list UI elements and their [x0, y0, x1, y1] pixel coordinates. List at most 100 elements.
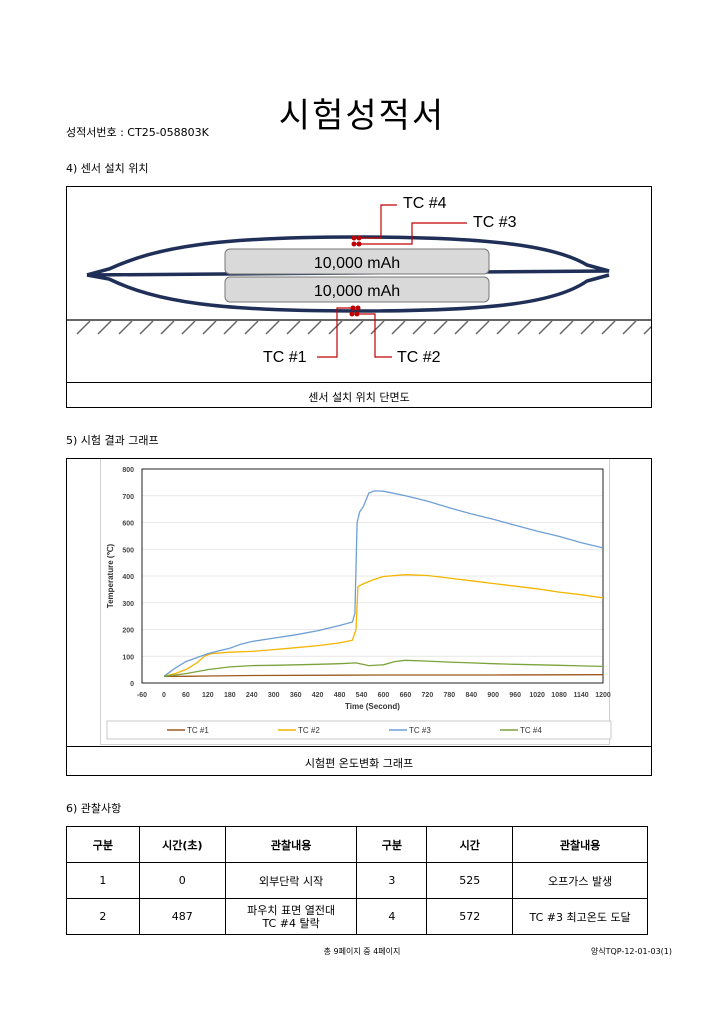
table-cell: TC #3 최고온도 도달 [512, 898, 648, 935]
document-number: 성적서번호 : CT25-058803K [66, 126, 209, 139]
series-line-tc4 [163, 659, 604, 677]
y-tick-label: 400 [122, 574, 134, 581]
hatch-line [580, 320, 595, 335]
hatch-line [223, 320, 238, 335]
cell-label-top: 10,000 mAh [314, 255, 400, 272]
hatch-line [538, 320, 553, 335]
hatch-line [454, 320, 469, 335]
tc3-label: TC #3 [473, 214, 517, 231]
hatch-line [76, 320, 91, 335]
y-tick-label: 700 [122, 494, 134, 501]
hatch-line [475, 320, 490, 335]
y-tick-label: 600 [122, 521, 134, 528]
legend-box [106, 720, 612, 740]
hatch-line [370, 320, 385, 335]
tc2-label: TC #2 [397, 349, 441, 366]
cell-label-bottom: 10,000 mAh [314, 283, 400, 300]
series-line-tc1 [164, 674, 604, 677]
hatch-line [202, 320, 217, 335]
hatch-line [139, 320, 154, 335]
hatch-line [433, 320, 448, 335]
y-tick-label: 200 [122, 628, 134, 635]
table-cell: 572 [426, 898, 514, 935]
x-tick-label: 1080 [551, 692, 567, 699]
hatch-line [307, 320, 322, 335]
sensor-diagram-box: 10,000 mAh 10,000 mAh TC #4 TC #3 TC #1 … [66, 186, 652, 408]
tc4-label: TC #4 [403, 195, 447, 212]
chart-caption: 시험편 온도변화 그래프 [304, 757, 414, 770]
hatch-line [496, 320, 511, 335]
x-tick-label: 840 [465, 692, 477, 699]
x-tick-label: 0 [162, 692, 166, 699]
hatch-line [244, 320, 259, 335]
series-line-tc2 [163, 574, 604, 677]
y-tick-label: 800 [122, 467, 134, 474]
chart-frame [100, 459, 610, 745]
hatch-line [622, 320, 637, 335]
hatch-line [643, 325, 651, 335]
x-tick-label: 240 [246, 692, 258, 699]
table-header-row: 구분 시간(초) 관찰내용 구분 시간 관찰내용 [66, 826, 648, 863]
x-tick-label: -60 [137, 692, 147, 699]
page-title: 시험성적서 [278, 96, 446, 136]
tc1-label: TC #1 [263, 349, 307, 366]
section-6-heading: 6) 관찰사항 [66, 802, 122, 815]
table-cell: 외부단락 시작 [224, 862, 358, 899]
hatch-line [328, 320, 343, 335]
col-header: 구분 [356, 826, 428, 863]
plot-area [141, 468, 604, 684]
table-cell: 0 [138, 862, 226, 899]
diagram-caption-row: 센서 설치 위치 단면도 [67, 382, 651, 409]
table-cell: 오프가스 발생 [512, 862, 648, 899]
sensor-markers [349, 235, 362, 317]
x-tick-label: 480 [334, 692, 346, 699]
y-tick-label: 0 [130, 681, 134, 688]
table-row: 2 487 파우치 표면 열전대 TC #4 탈락 4 572 TC #3 최고… [66, 898, 648, 935]
table-cell: 525 [426, 862, 514, 899]
y-tick-label: 100 [122, 654, 134, 661]
table-cell: 2 [66, 898, 140, 935]
col-header: 구분 [66, 826, 140, 863]
y-tick-label: 300 [122, 601, 134, 608]
hatch-line [517, 320, 532, 335]
hatch-line [181, 320, 196, 335]
form-number: 양식TQP-12-01-03(1) [590, 947, 672, 956]
x-tick-label: 180 [224, 692, 236, 699]
chart-caption-row: 시험편 온도변화 그래프 [67, 746, 651, 777]
legend-label: TC #3 [409, 726, 431, 735]
ground-hatching [76, 320, 651, 335]
battery-cell-bottom [224, 276, 490, 303]
x-tick-label: 1140 [573, 692, 588, 699]
col-header: 시간 [426, 826, 514, 863]
table-cell: 3 [356, 862, 428, 899]
hatch-line [559, 320, 574, 335]
sensor-leader-lines [317, 204, 467, 358]
table-cell: 487 [138, 898, 226, 935]
sensor-cross-section-diagram: 10,000 mAh 10,000 mAh [67, 204, 651, 358]
x-tick-label: 540 [356, 692, 368, 699]
x-tick-label: 960 [509, 692, 521, 699]
legend-label: TC #2 [298, 726, 320, 735]
diagram-caption: 센서 설치 위치 단면도 [308, 391, 410, 404]
y-axis-label: Temperature (℃) [106, 543, 115, 608]
hatch-line [286, 320, 301, 335]
x-tick-label: 1020 [529, 692, 545, 699]
x-tick-label: 420 [312, 692, 324, 699]
table-cell: 1 [66, 862, 140, 899]
chart-box: 0 100 200 300 400 500 600 700 800 -60 0 60 120 180 240… [66, 458, 652, 776]
x-tick-label: 660 [400, 692, 412, 699]
x-tick-label: 360 [290, 692, 302, 699]
col-header: 관찰내용 [224, 826, 358, 863]
battery-cell-top [224, 248, 490, 275]
hatch-line [391, 320, 406, 335]
legend-label: TC #1 [187, 726, 209, 735]
pouch-bottom-outline [86, 273, 610, 313]
hatch-line [97, 320, 112, 335]
x-tick-label: 300 [268, 692, 280, 699]
x-tick-label: 900 [487, 692, 499, 699]
x-tick-label: 120 [202, 692, 214, 699]
hatch-line [265, 320, 280, 335]
hatch-line [412, 320, 427, 335]
section-5-heading: 5) 시험 결과 그래프 [66, 434, 159, 447]
